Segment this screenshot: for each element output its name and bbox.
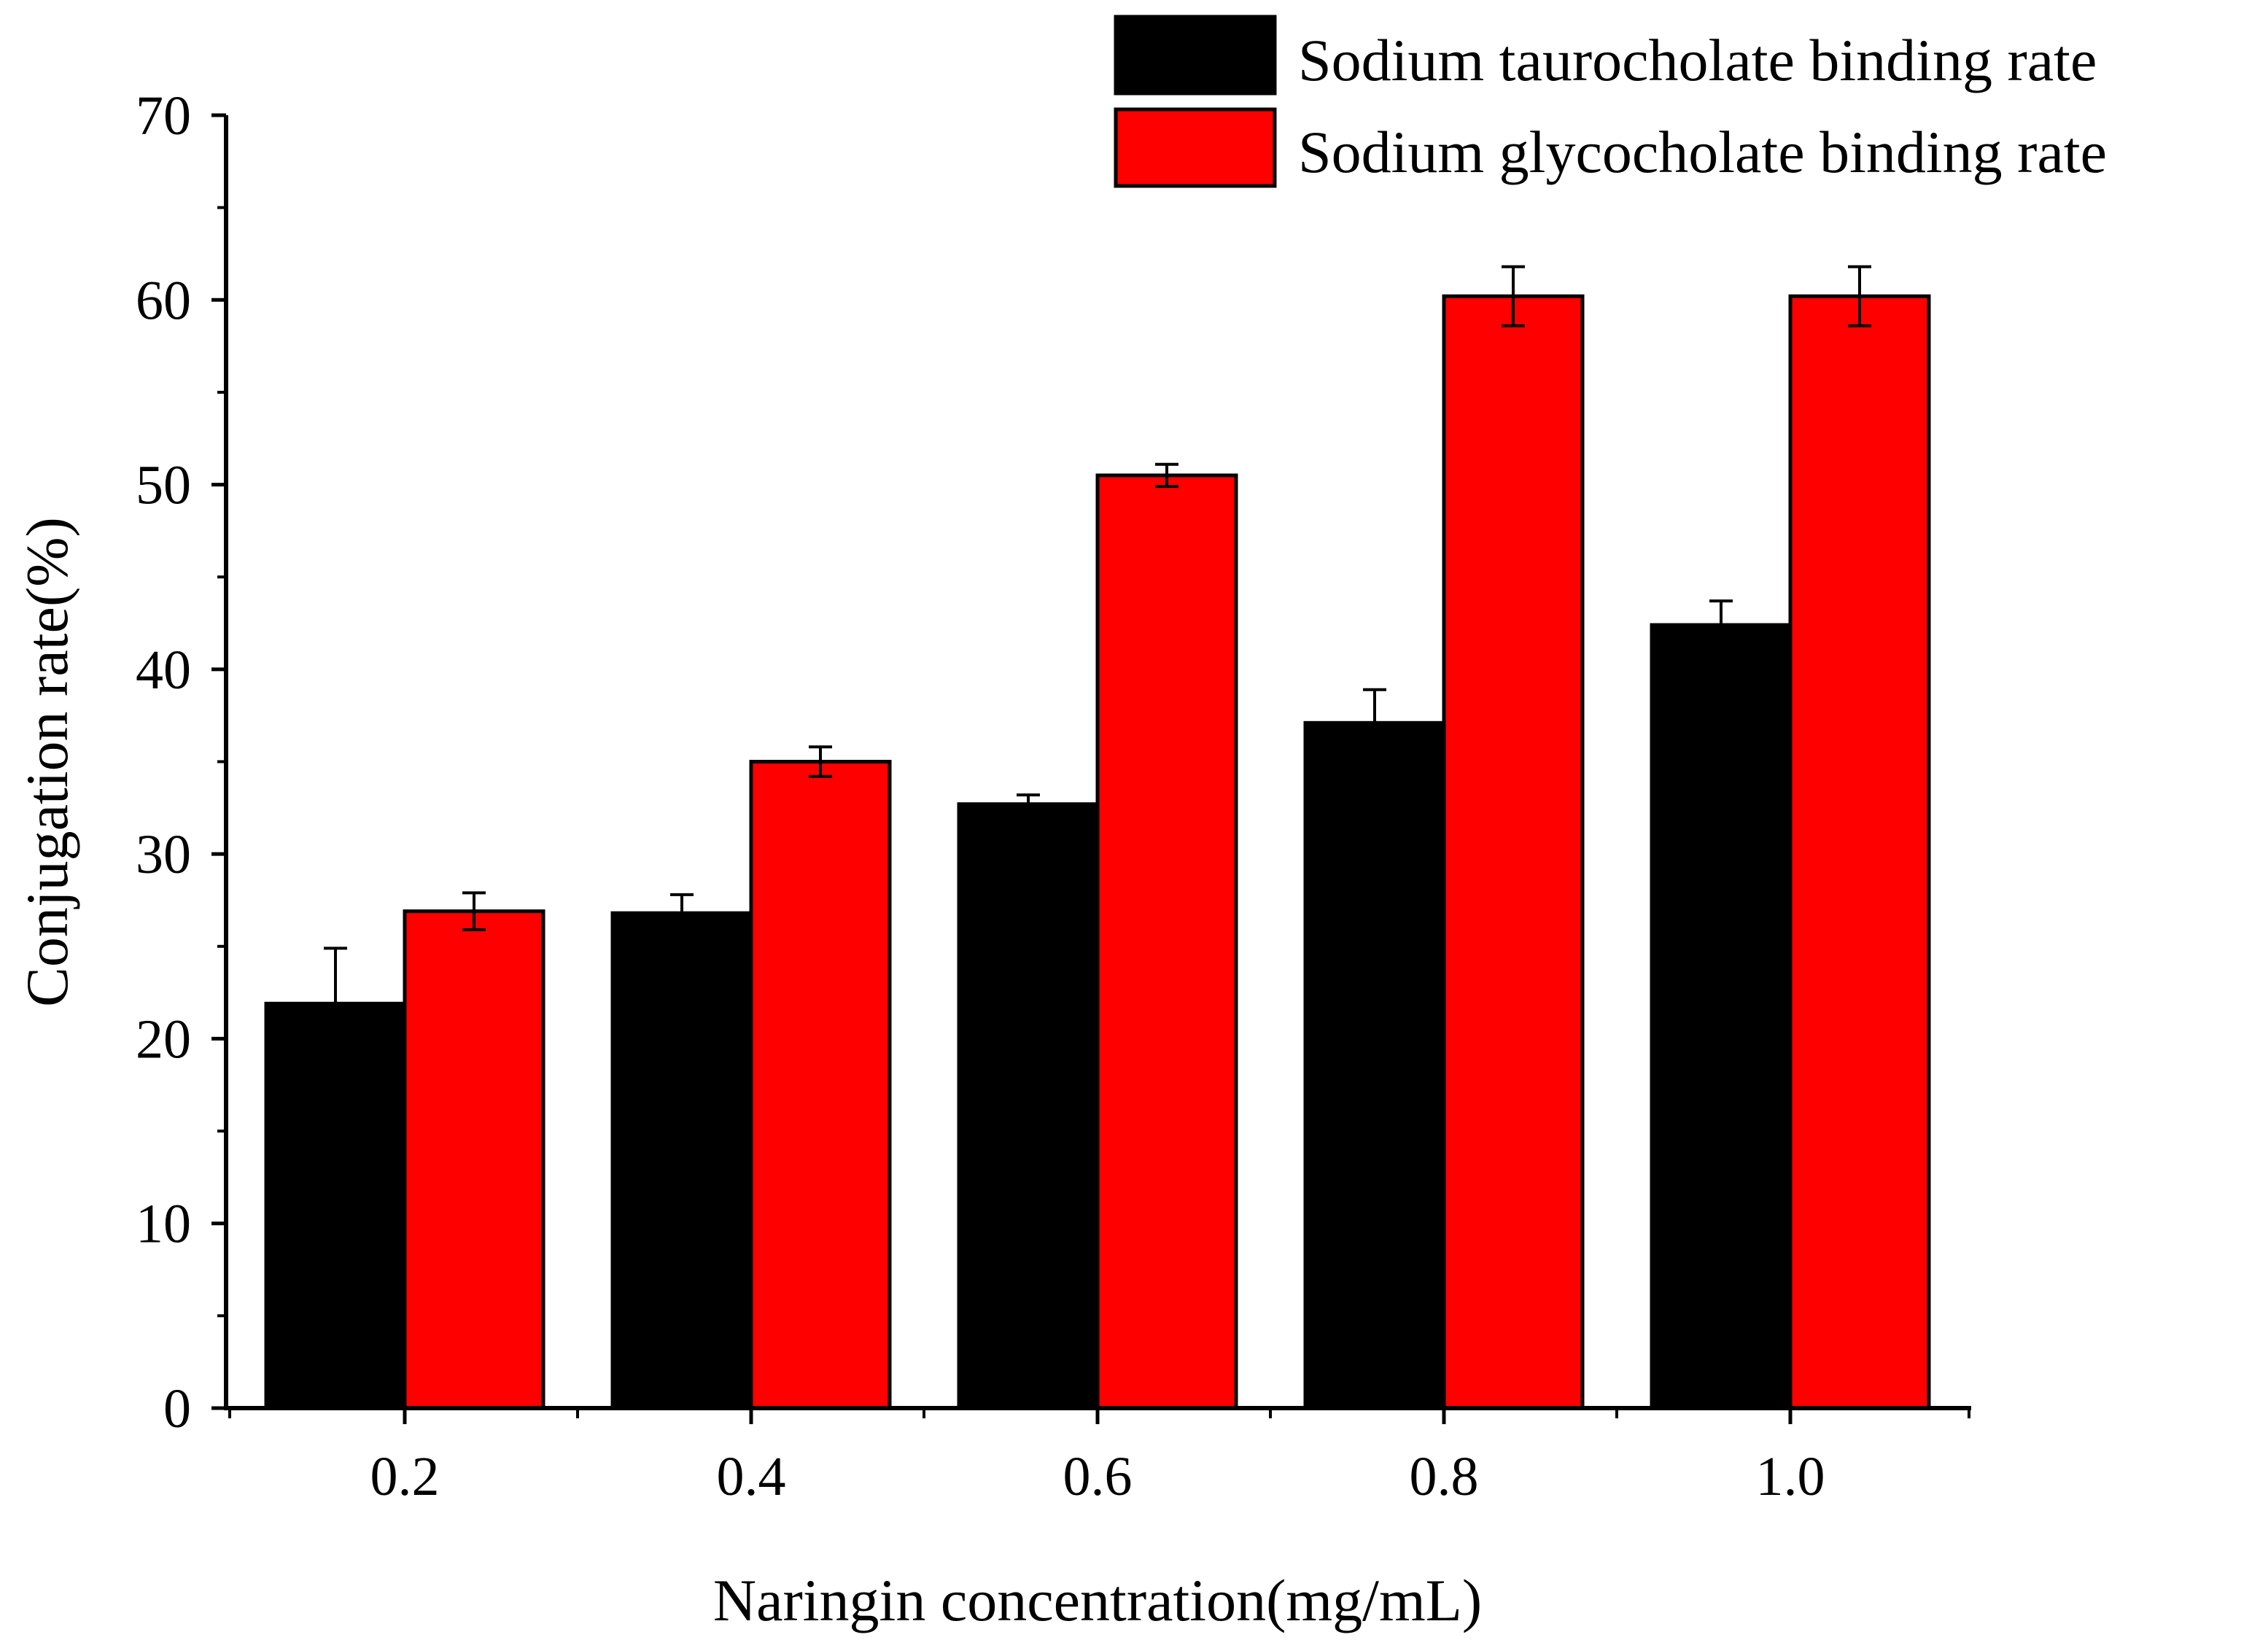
x-ticks: 0.2 0.4 0.6 0.8 1.0 <box>228 1408 1970 1507</box>
bar-taurocholate-0.6 <box>957 802 1100 1410</box>
y-tick-label-30: 30 <box>136 824 191 885</box>
x-tick-label-0.4: 0.4 <box>717 1446 786 1507</box>
bar-glycocholate-1.0 <box>1788 294 1931 1410</box>
error-bar-glycocholate-1.0 <box>1848 265 1871 327</box>
y-tick-label-10: 10 <box>136 1194 191 1255</box>
error-bar-taurocholate-0.2 <box>324 947 347 1061</box>
legend-swatch-taurocholate <box>1114 15 1277 96</box>
bar-taurocholate-0.2 <box>264 1001 407 1410</box>
bar-taurocholate-1.0 <box>1650 623 1793 1410</box>
x-tick-label-0.2: 0.2 <box>370 1446 440 1507</box>
error-bar-taurocholate-0.8 <box>1363 688 1386 758</box>
y-tick-label-0: 0 <box>163 1378 191 1439</box>
bar-glycocholate-0.8 <box>1442 294 1585 1410</box>
error-bar-glycocholate-0.4 <box>809 745 832 778</box>
error-bar-taurocholate-1.0 <box>1709 599 1733 650</box>
y-axis-title: Conjugation rate(%) <box>14 517 80 1007</box>
x-tick-label-0.8: 0.8 <box>1410 1446 1479 1507</box>
legend: Sodium taurocholate binding rate Sodium … <box>1114 15 2107 188</box>
legend-label-glycocholate: Sodium glycocholate binding rate <box>1298 119 2107 185</box>
error-bars-layer <box>324 265 1871 1061</box>
y-tick-label-40: 40 <box>136 640 191 701</box>
y-ticks: 0 10 20 30 40 50 60 70 <box>136 85 226 1439</box>
x-axis-title: Naringin concentration(mg/mL) <box>713 1567 1482 1633</box>
bar-glycocholate-0.2 <box>403 909 545 1410</box>
legend-swatch-glycocholate <box>1114 107 1277 188</box>
error-bar-glycocholate-0.6 <box>1155 462 1178 489</box>
legend-label-taurocholate: Sodium taurocholate binding rate <box>1298 27 2097 93</box>
bar-glycocholate-0.4 <box>749 760 892 1410</box>
y-tick-label-50: 50 <box>136 455 191 516</box>
x-tick-label-0.6: 0.6 <box>1063 1446 1133 1507</box>
error-bar-glycocholate-0.2 <box>462 891 486 931</box>
error-bar-taurocholate-0.4 <box>670 893 694 933</box>
x-tick-label-1.0: 1.0 <box>1756 1446 1825 1507</box>
y-tick-label-20: 20 <box>136 1009 191 1070</box>
error-bar-taurocholate-0.6 <box>1017 793 1040 815</box>
y-tick-label-60: 60 <box>136 270 191 331</box>
bar-taurocholate-0.4 <box>610 911 753 1410</box>
bar-taurocholate-0.8 <box>1303 720 1446 1410</box>
error-bar-glycocholate-0.8 <box>1502 265 1525 327</box>
y-tick-label-70: 70 <box>136 85 191 147</box>
bars-layer <box>264 294 1931 1410</box>
bar-glycocholate-0.6 <box>1095 473 1238 1410</box>
